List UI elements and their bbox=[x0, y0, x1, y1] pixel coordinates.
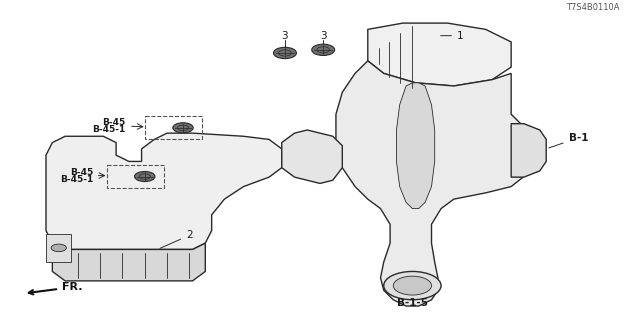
Circle shape bbox=[384, 271, 441, 300]
Text: B-1: B-1 bbox=[549, 133, 588, 148]
Text: B-45-1: B-45-1 bbox=[61, 175, 94, 184]
Text: T7S4B0110A: T7S4B0110A bbox=[566, 3, 620, 12]
Polygon shape bbox=[368, 23, 511, 86]
Text: 1: 1 bbox=[441, 31, 463, 41]
Text: B-45: B-45 bbox=[70, 168, 94, 177]
Circle shape bbox=[273, 47, 296, 59]
Circle shape bbox=[51, 244, 67, 252]
Circle shape bbox=[394, 276, 431, 295]
Text: B-45-1: B-45-1 bbox=[92, 125, 125, 134]
Text: FR.: FR. bbox=[29, 282, 83, 294]
Polygon shape bbox=[52, 243, 205, 281]
Text: 3: 3 bbox=[320, 31, 326, 41]
Text: 2: 2 bbox=[160, 230, 193, 248]
Polygon shape bbox=[336, 61, 534, 306]
Text: B-45: B-45 bbox=[102, 118, 125, 127]
Circle shape bbox=[173, 123, 193, 133]
Text: B-1-5: B-1-5 bbox=[397, 298, 428, 308]
Polygon shape bbox=[396, 83, 435, 209]
Circle shape bbox=[312, 44, 335, 55]
Text: 3: 3 bbox=[282, 31, 288, 41]
Circle shape bbox=[134, 172, 155, 181]
Polygon shape bbox=[282, 130, 342, 183]
Polygon shape bbox=[46, 133, 282, 250]
Polygon shape bbox=[511, 124, 546, 177]
Polygon shape bbox=[46, 234, 72, 262]
Bar bbox=[145, 116, 202, 140]
Bar bbox=[106, 164, 164, 188]
